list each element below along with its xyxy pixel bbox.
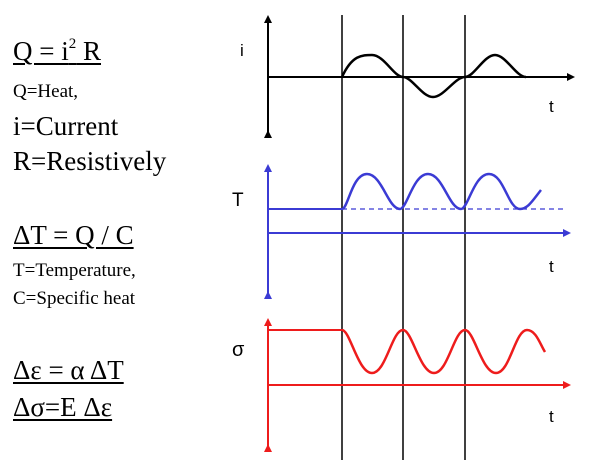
stress-plot: σ t xyxy=(232,318,571,452)
current-waveform xyxy=(340,53,527,99)
current-plot: i t xyxy=(240,15,575,138)
current-y-label: i xyxy=(240,41,244,60)
temperature-plot: T t xyxy=(232,164,571,299)
stress-equation: Δσ=E Δε xyxy=(13,392,113,422)
temperature-x-label: t xyxy=(549,257,554,276)
heat-equation: Q = i2 R xyxy=(13,36,101,66)
strain-equation: Δε = α ΔT xyxy=(13,355,124,385)
temperature-waveform xyxy=(341,172,542,211)
temperature-equation: ΔT = Q / C xyxy=(13,220,134,250)
current-x-label: t xyxy=(549,97,554,116)
heat-equation-lhs: Q = i xyxy=(13,36,69,66)
specific-heat-definition: C=Specific heat xyxy=(13,288,136,309)
resistivity-definition: R=Resistively xyxy=(13,146,167,176)
temperature-definition: T=Temperature, xyxy=(13,260,136,281)
stress-x-label: t xyxy=(549,407,554,426)
heat-equation-exponent: 2 xyxy=(68,36,77,52)
temperature-y-label: T xyxy=(232,190,244,211)
heat-definition: Q=Heat, xyxy=(13,81,79,102)
current-definition: i=Current xyxy=(13,111,119,141)
stress-waveform xyxy=(341,328,547,375)
stress-y-label: σ xyxy=(232,339,245,361)
heat-equation-rhs: R xyxy=(76,36,101,66)
